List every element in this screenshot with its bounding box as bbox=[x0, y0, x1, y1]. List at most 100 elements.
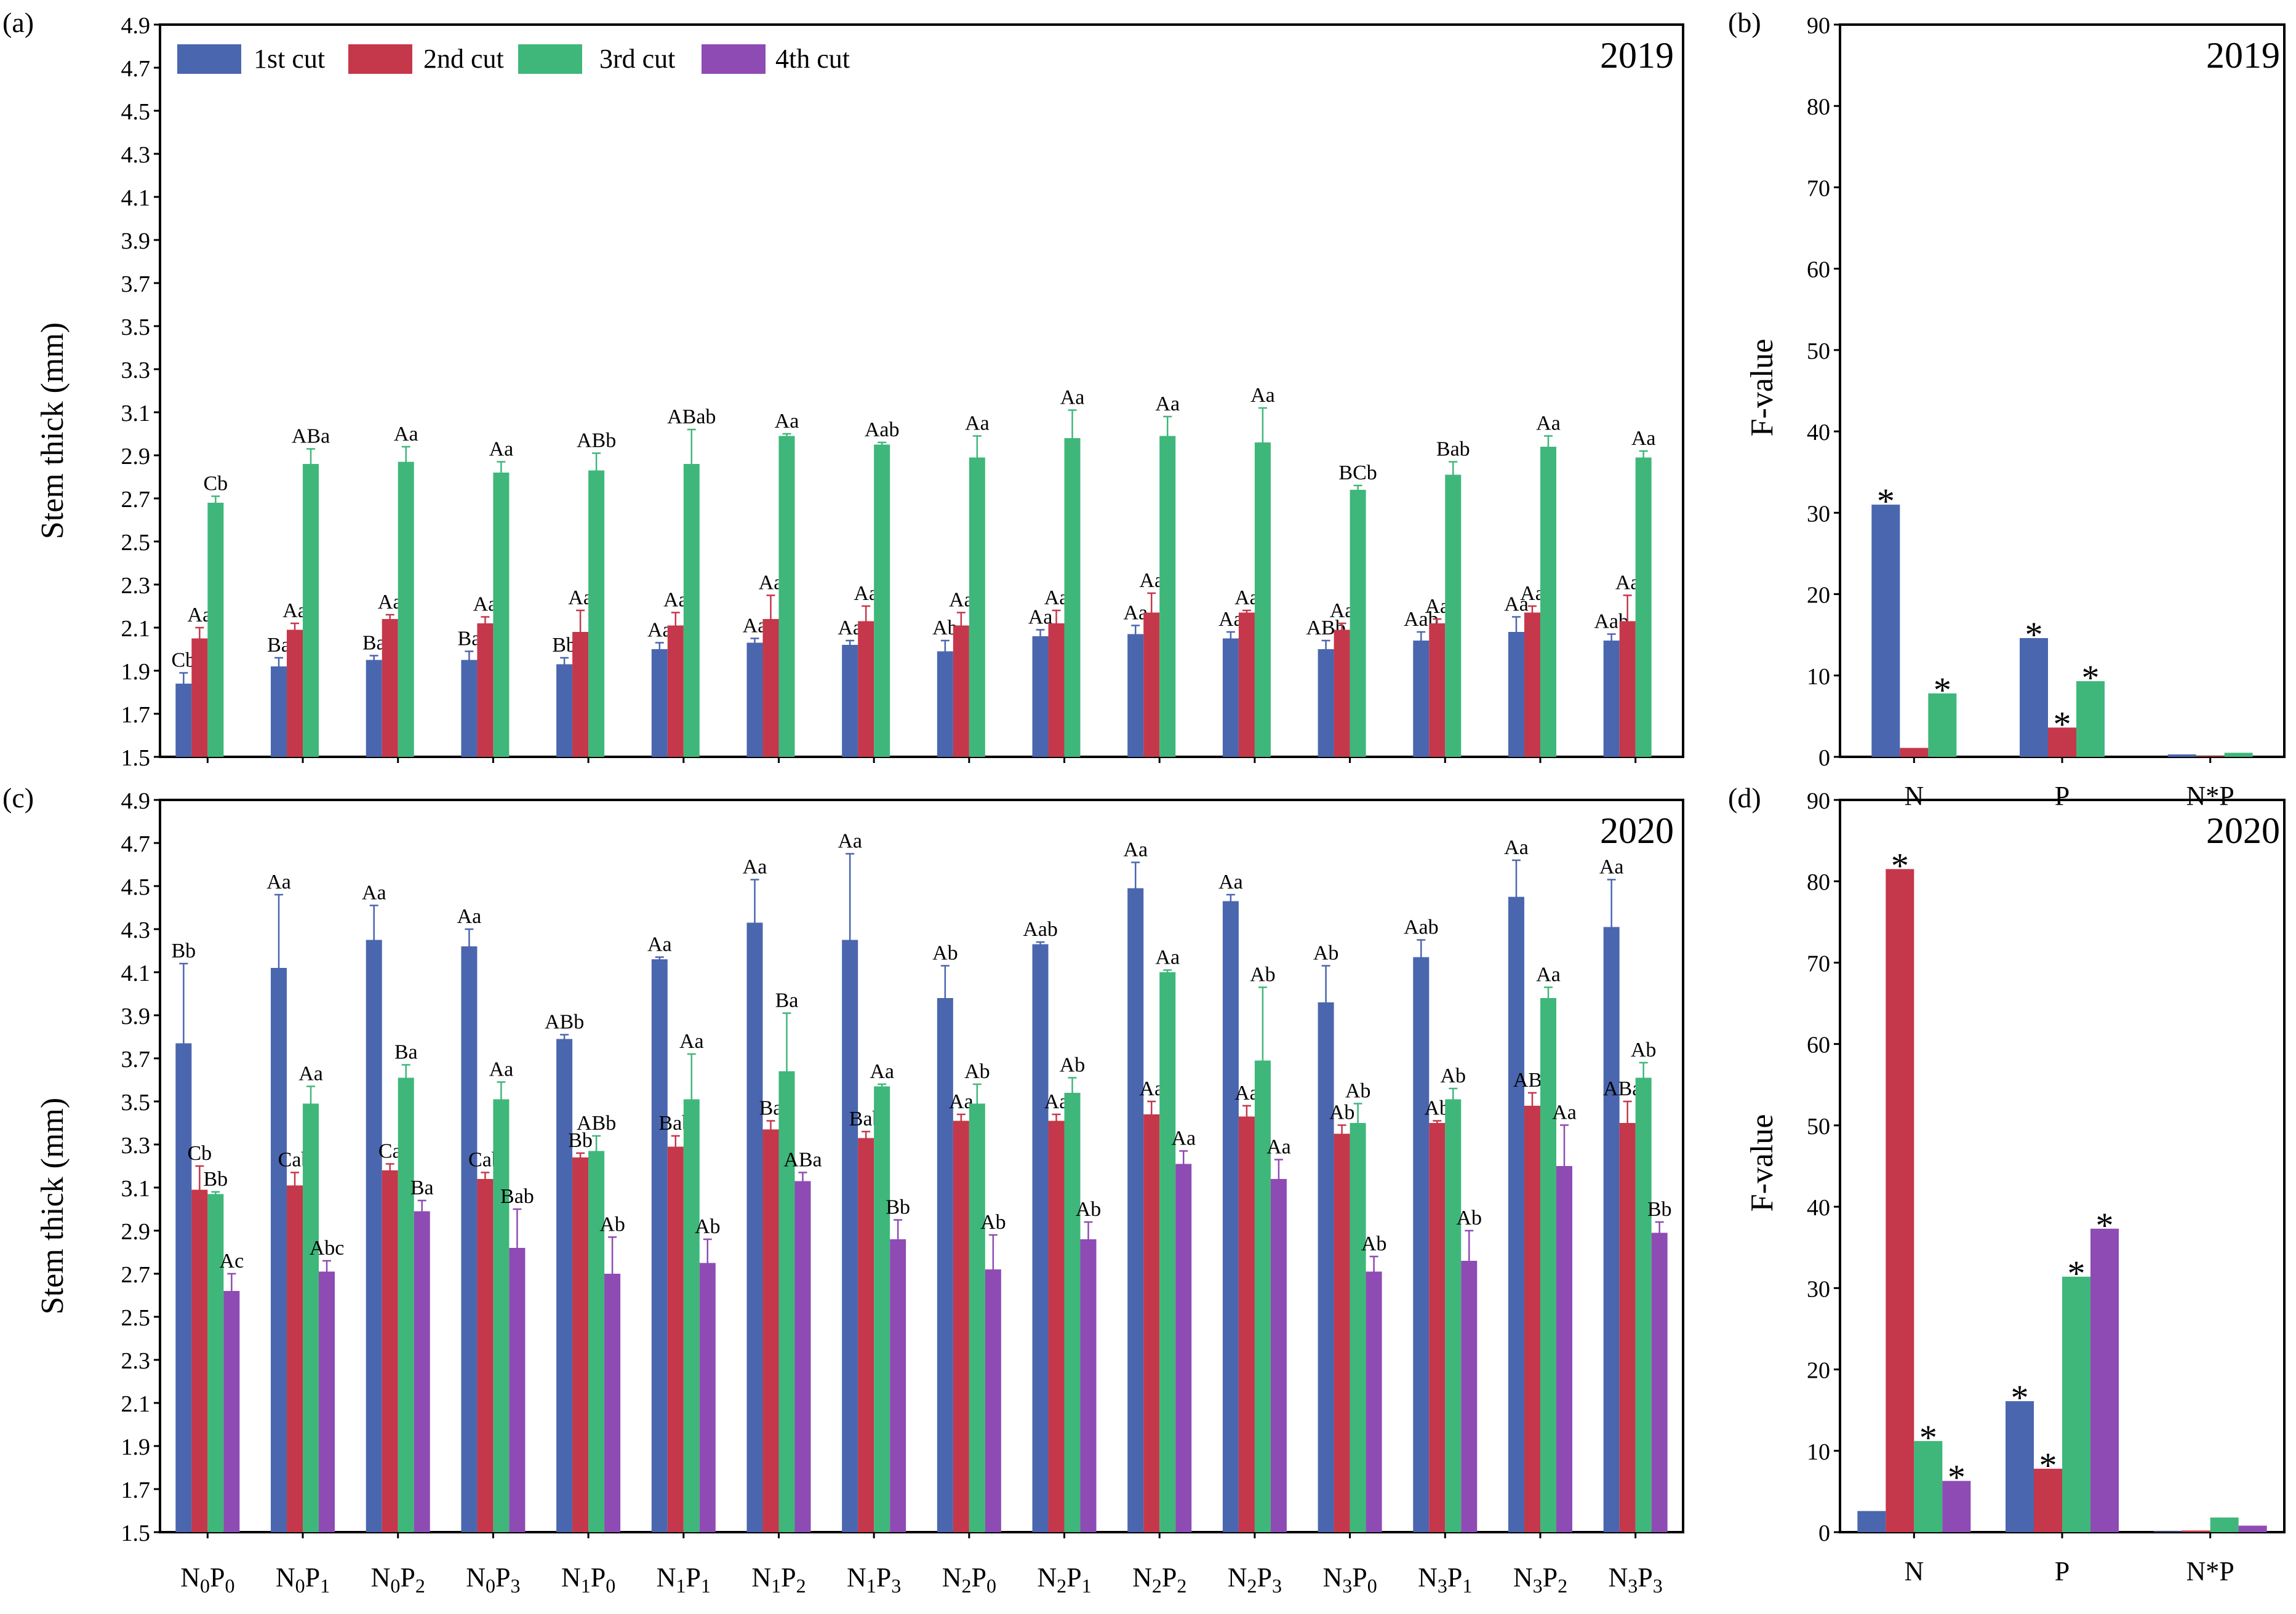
bar-1st-cut bbox=[1508, 897, 1524, 1532]
significance-label: Aab bbox=[1023, 918, 1058, 941]
significance-label: Ba bbox=[410, 1177, 434, 1199]
bar-3rd-cut bbox=[1254, 442, 1271, 757]
x-tick-label: N2P0 bbox=[942, 1562, 996, 1597]
significance-label: Ac bbox=[220, 1250, 244, 1272]
bar-3rd-cut bbox=[303, 464, 319, 757]
bar-1st-cut bbox=[1413, 641, 1430, 757]
significance-label: Aa bbox=[394, 423, 418, 445]
significance-label: Bb bbox=[204, 1168, 228, 1191]
bar-1st-cut bbox=[366, 660, 382, 757]
bar-3rd-cut bbox=[1445, 474, 1462, 757]
y-tick-label: 30 bbox=[1807, 501, 1830, 527]
y-tick-label: 3.7 bbox=[121, 271, 151, 297]
f-bar-2nd-cut bbox=[2196, 756, 2225, 757]
significance-label: Aa bbox=[1504, 836, 1529, 859]
y-tick-label: 4.7 bbox=[121, 56, 151, 82]
significance-label: Bab bbox=[500, 1185, 534, 1208]
bar-2nd-cut bbox=[1334, 629, 1350, 757]
bar-3rd-cut bbox=[1445, 1099, 1462, 1532]
f-bar-1st-cut bbox=[2167, 754, 2196, 757]
significance-star: * bbox=[2011, 1378, 2029, 1418]
bar-4th-cut bbox=[223, 1291, 240, 1532]
y-tick-label: 3.1 bbox=[121, 401, 151, 426]
panel-d-ylabel: F-value bbox=[1745, 1114, 1780, 1212]
y-tick-label: 10 bbox=[1807, 1439, 1830, 1465]
significance-label: Ab bbox=[1631, 1039, 1657, 1061]
bar-1st-cut bbox=[1318, 649, 1334, 757]
legend-label-cut2: 2nd cut bbox=[423, 44, 504, 74]
y-tick-label: 70 bbox=[1807, 951, 1830, 977]
bar-3rd-cut bbox=[1254, 1060, 1271, 1532]
plot-frame bbox=[1839, 23, 2286, 758]
bar-1st-cut bbox=[271, 666, 287, 757]
bar-4th-cut bbox=[414, 1211, 430, 1532]
y-tick-label: 30 bbox=[1807, 1276, 1830, 1302]
bar-3rd-cut bbox=[588, 470, 605, 757]
significance-label: Ab bbox=[1329, 1101, 1355, 1124]
bar-3rd-cut bbox=[1159, 972, 1176, 1532]
y-tick-label: 3.9 bbox=[121, 228, 151, 254]
x-tick-label: N0P0 bbox=[180, 1562, 234, 1597]
y-tick-label: 2.7 bbox=[121, 1262, 151, 1288]
panel-b-year: 2019 bbox=[2206, 35, 2280, 76]
bar-1st-cut bbox=[1032, 636, 1049, 757]
y-tick-label: 2.3 bbox=[121, 1348, 151, 1374]
bar-1st-cut bbox=[746, 642, 763, 757]
bar-2nd-cut bbox=[858, 1138, 874, 1532]
bar-3rd-cut bbox=[969, 457, 985, 757]
legend-label-cut4: 4th cut bbox=[775, 44, 850, 74]
bar-2nd-cut bbox=[667, 625, 684, 757]
x-tick-label: N0P1 bbox=[276, 1562, 330, 1597]
significance-label: Aab bbox=[1404, 916, 1439, 939]
bar-1st-cut bbox=[1127, 634, 1144, 757]
legend-swatch-cut3 bbox=[518, 44, 582, 74]
significance-label: Ba bbox=[394, 1041, 418, 1064]
bar-1st-cut bbox=[1603, 641, 1620, 757]
bar-4th-cut bbox=[890, 1239, 906, 1532]
bar-3rd-cut bbox=[207, 1194, 224, 1532]
bar-3rd-cut bbox=[398, 461, 414, 757]
panel-a-ylabel: Stem thick (mm) bbox=[35, 322, 70, 539]
f-bar-3rd-cut bbox=[1914, 1440, 1943, 1532]
significance-label: Aa bbox=[489, 1058, 514, 1081]
bar-1st-cut bbox=[937, 998, 953, 1532]
significance-star: * bbox=[2025, 615, 2043, 655]
bar-1st-cut bbox=[175, 1043, 192, 1532]
significance-star: * bbox=[2096, 1205, 2114, 1245]
bar-2nd-cut bbox=[287, 1185, 303, 1532]
bar-2nd-cut bbox=[1143, 1114, 1160, 1532]
significance-label: Aa bbox=[489, 438, 514, 461]
significance-label: Aa bbox=[1536, 412, 1561, 435]
bar-1st-cut bbox=[556, 664, 573, 757]
bar-2nd-cut bbox=[762, 1129, 779, 1532]
significance-label: Aa bbox=[1155, 393, 1180, 415]
bar-3rd-cut bbox=[874, 1086, 890, 1532]
y-tick-label: 2.1 bbox=[121, 616, 151, 642]
bar-2nd-cut bbox=[1429, 1123, 1446, 1532]
significance-label: Bb bbox=[886, 1196, 910, 1219]
bar-1st-cut bbox=[842, 940, 858, 1532]
bar-2nd-cut bbox=[1334, 1133, 1350, 1532]
significance-label: Ab bbox=[932, 942, 958, 965]
bar-3rd-cut bbox=[588, 1151, 605, 1532]
bar-4th-cut bbox=[1270, 1179, 1287, 1532]
bar-2nd-cut bbox=[762, 619, 779, 757]
legend: 1st cut 2nd cut 3rd cut 4th cut bbox=[177, 44, 850, 74]
bar-3rd-cut bbox=[1635, 1077, 1652, 1532]
significance-label: Aa bbox=[1218, 871, 1243, 893]
y-tick-label: 3.5 bbox=[121, 314, 151, 340]
bar-3rd-cut bbox=[969, 1103, 985, 1532]
x-tick-label: N*P bbox=[2186, 1556, 2234, 1586]
bar-2nd-cut bbox=[1429, 623, 1446, 757]
y-tick-label: 60 bbox=[1807, 257, 1830, 283]
x-tick-label: N3P1 bbox=[1418, 1562, 1472, 1597]
f-bar-2nd-cut bbox=[2182, 1530, 2210, 1532]
f-bar-4th-cut bbox=[2090, 1228, 2119, 1532]
x-tick-label: N bbox=[1904, 1556, 1924, 1586]
y-tick-label: 40 bbox=[1807, 420, 1830, 445]
significance-label: Aa bbox=[965, 412, 990, 435]
legend-swatch-cut2 bbox=[348, 44, 412, 74]
bar-4th-cut bbox=[1366, 1271, 1382, 1532]
bar-4th-cut bbox=[1556, 1166, 1572, 1532]
bar-1st-cut bbox=[175, 684, 192, 757]
